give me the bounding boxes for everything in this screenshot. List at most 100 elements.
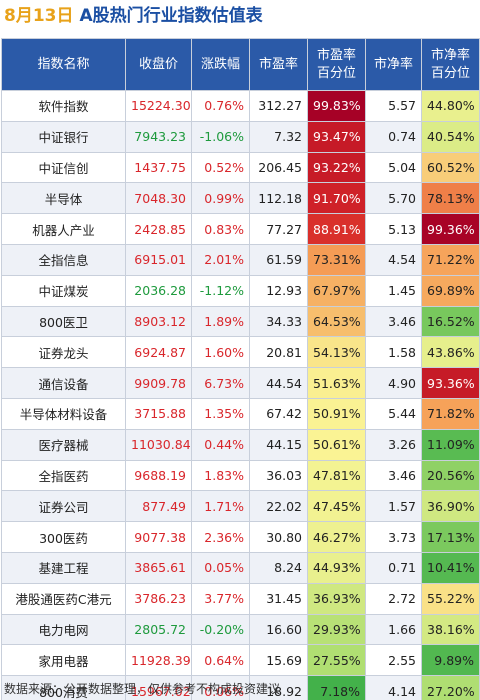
table-row: 电力电网 2805.72 -0.20% 16.60 29.93% 1.66 38.16%: [1, 613, 480, 646]
cell-pb: 0.71: [365, 551, 422, 584]
cell-change: 0.52%: [191, 151, 250, 184]
cell-close: 3865.61: [125, 551, 192, 584]
cell-pe-percentile: 64.53%: [307, 305, 366, 338]
cell-name: 基建工程: [1, 551, 126, 584]
cell-pe: 34.33: [249, 305, 308, 338]
cell-pb: 5.44: [365, 397, 422, 430]
cell-name: 中证信创: [1, 151, 126, 184]
cell-name: 半导体: [1, 182, 126, 215]
cell-name: 全指信息: [1, 243, 126, 276]
cell-change: 1.35%: [191, 397, 250, 430]
table-header-row: 指数名称 收盘价 涨跌幅 市盈率 市盈率 百分位 市净率 市净率 百分位: [1, 38, 480, 91]
header-pe: 市盈率: [249, 38, 308, 91]
table-row: 全指医药 9688.19 1.83% 36.03 47.81% 3.46 20.56%: [1, 459, 480, 492]
header-pe-percentile-line2: 百分位: [316, 65, 356, 81]
cell-close: 3786.23: [125, 582, 192, 615]
cell-pe: 112.18: [249, 182, 308, 215]
cell-change: 0.44%: [191, 428, 250, 461]
cell-pe: 18.92: [249, 675, 308, 700]
cell-pe-percentile: 88.91%: [307, 213, 366, 245]
cell-name: 家用电器: [1, 644, 126, 677]
cell-pe: 20.81: [249, 336, 308, 369]
cell-name: 300医药: [1, 521, 126, 553]
cell-pb: 0.74: [365, 120, 422, 153]
footer-note: 数据来源：公开数据整理，仅供参考不构成投资建议: [4, 682, 281, 696]
cell-pb-percentile: 44.80%: [421, 90, 480, 122]
cell-pe-percentile: 46.27%: [307, 521, 366, 553]
header-pb-percentile-line2: 百分位: [430, 65, 470, 81]
table-row: 半导体材料设备 3715.88 1.35% 67.42 50.91% 5.44 71.82%: [1, 397, 480, 430]
cell-pe: 44.15: [249, 428, 308, 461]
table-row: 通信设备 9909.78 6.73% 44.54 51.63% 4.90 93.36%: [1, 367, 480, 399]
cell-name: 800消费: [1, 675, 126, 700]
cell-pb-percentile: 17.13%: [421, 521, 480, 553]
cell-change: 2.36%: [191, 521, 250, 553]
table-row: 800医卫 8903.12 1.89% 34.33 64.53% 3.46 16.52%: [1, 305, 480, 338]
cell-pb-percentile: 20.56%: [421, 459, 480, 492]
cell-pe-percentile: 51.63%: [307, 367, 366, 399]
table-row: 证券龙头 6924.87 1.60% 20.81 54.13% 1.58 43.86%: [1, 336, 480, 369]
table-row: 证券公司 877.49 1.71% 22.02 47.45% 1.57 36.90%: [1, 490, 480, 523]
cell-pb: 3.46: [365, 459, 422, 492]
cell-close: 7943.23: [125, 120, 192, 153]
cell-close: 7048.30: [125, 182, 192, 215]
cell-pb: 1.58: [365, 336, 422, 369]
table-body: 软件指数 15224.30 0.76% 312.27 99.83% 5.57 44.80% 中…: [1, 90, 480, 700]
cell-name: 中证煤炭: [1, 274, 126, 307]
header-change: 涨跌幅: [191, 38, 250, 91]
cell-close: 8903.12: [125, 305, 192, 338]
cell-pb: 2.55: [365, 644, 422, 677]
cell-pe: 206.45: [249, 151, 308, 184]
cell-close: 2036.28: [125, 274, 192, 307]
cell-change: 0.99%: [191, 182, 250, 215]
cell-pe-percentile: 93.22%: [307, 151, 366, 184]
cell-change: 1.89%: [191, 305, 250, 338]
cell-change: 0.06%: [191, 675, 250, 700]
cell-pb: 3.73: [365, 521, 422, 553]
cell-close: 9909.78: [125, 367, 192, 399]
cell-pe-percentile: 27.55%: [307, 644, 366, 677]
cell-change: 0.76%: [191, 90, 250, 122]
cell-close: 1437.75: [125, 151, 192, 184]
cell-pb: 4.54: [365, 243, 422, 276]
cell-change: 1.71%: [191, 490, 250, 523]
cell-pe: 36.03: [249, 459, 308, 492]
table-row: 300医药 9077.38 2.36% 30.80 46.27% 3.73 17.13%: [1, 521, 480, 553]
cell-pb-percentile: 43.86%: [421, 336, 480, 369]
cell-pe: 67.42: [249, 397, 308, 430]
cell-pe: 31.45: [249, 582, 308, 615]
cell-pe: 15.69: [249, 644, 308, 677]
cell-pe-percentile: 99.83%: [307, 90, 366, 122]
cell-pb-percentile: 11.09%: [421, 428, 480, 461]
cell-name: 证券公司: [1, 490, 126, 523]
cell-pb: 5.57: [365, 90, 422, 122]
cell-pb: 1.66: [365, 613, 422, 646]
table-row: 全指信息 6915.01 2.01% 61.59 73.31% 4.54 71.22%: [1, 243, 480, 276]
title-date: 8月13日: [4, 6, 74, 26]
header-pb: 市净率: [365, 38, 422, 91]
cell-pe-percentile: 50.61%: [307, 428, 366, 461]
cell-pe-percentile: 67.97%: [307, 274, 366, 307]
cell-pb-percentile: 60.52%: [421, 151, 480, 184]
cell-pb-percentile: 16.52%: [421, 305, 480, 338]
cell-close: 877.49: [125, 490, 192, 523]
cell-pe-percentile: 29.93%: [307, 613, 366, 646]
cell-close: 2428.85: [125, 213, 192, 245]
cell-pb-percentile: 93.36%: [421, 367, 480, 399]
cell-name: 机器人产业: [1, 213, 126, 245]
table-row: 中证信创 1437.75 0.52% 206.45 93.22% 5.04 60.52%: [1, 151, 480, 184]
cell-close: 3715.88: [125, 397, 192, 430]
cell-pb: 4.14: [365, 675, 422, 700]
cell-change: -1.06%: [191, 120, 250, 153]
cell-change: -1.12%: [191, 274, 250, 307]
cell-pe-percentile: 50.91%: [307, 397, 366, 430]
cell-pe-percentile: 36.93%: [307, 582, 366, 615]
cell-name: 证券龙头: [1, 336, 126, 369]
valuation-table: 指数名称 收盘价 涨跌幅 市盈率 市盈率 百分位 市净率 市净率 百分位 软件指数 1…: [1, 38, 480, 700]
cell-close: 15224.30: [125, 90, 192, 122]
cell-pe: 61.59: [249, 243, 308, 276]
table-row: 港股通医药C港元 3786.23 3.77% 31.45 36.93% 2.72 55.22…: [1, 582, 480, 615]
cell-change: 1.83%: [191, 459, 250, 492]
cell-close: 11928.39: [125, 644, 192, 677]
table-row: 半导体 7048.30 0.99% 112.18 91.70% 5.70 78.13%: [1, 182, 480, 215]
